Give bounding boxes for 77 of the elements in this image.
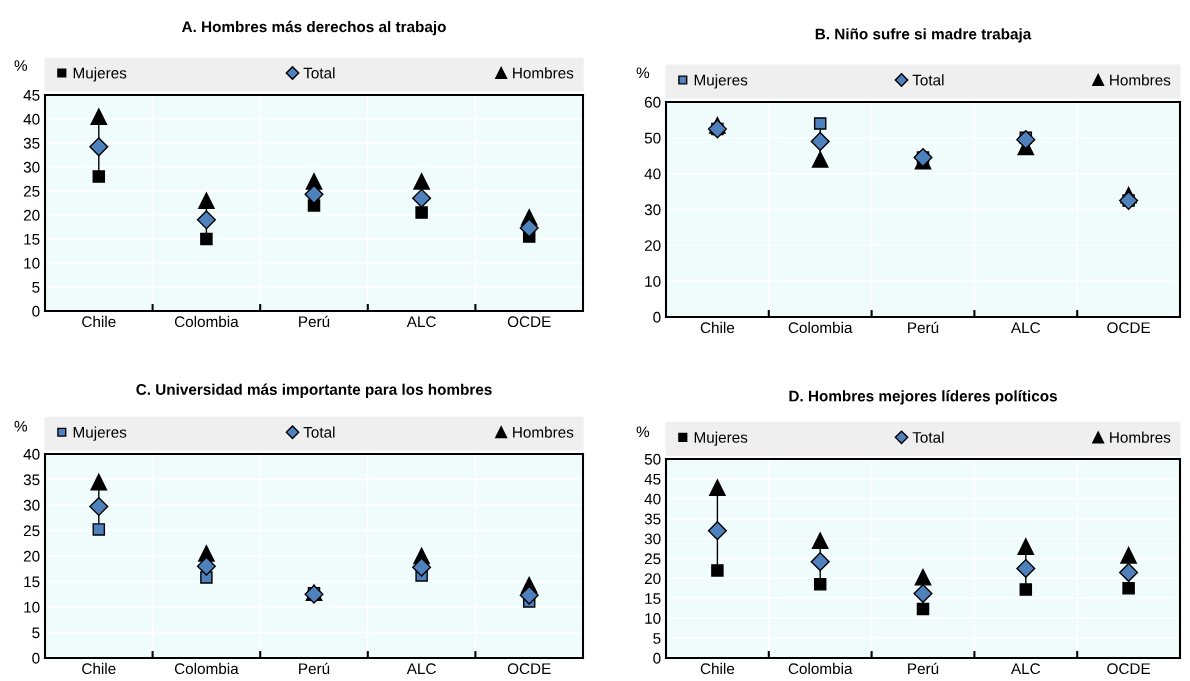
y-tick-label: 20 xyxy=(644,573,661,585)
chart-title: B. Niño sufre si madre trabaja xyxy=(815,28,1032,43)
y-tick-label: 45 xyxy=(644,473,661,485)
y-tick-label: 40 xyxy=(644,493,661,505)
y-tick-label: 60 xyxy=(644,96,661,108)
y-tick-label: 5 xyxy=(32,282,40,293)
legend-label: Mujeres xyxy=(73,67,127,82)
y-tick-label: 20 xyxy=(644,240,661,252)
x-tick-label: OCDE xyxy=(1107,322,1151,334)
y-tick-label: 15 xyxy=(24,576,40,588)
legend-label: Hombres xyxy=(1110,431,1171,443)
x-tick-label: Colombia xyxy=(788,662,853,675)
y-tick-label: 35 xyxy=(644,513,661,525)
y-tick-label: 5 xyxy=(32,627,40,639)
y-axis-title: % xyxy=(636,67,650,79)
y-tick-label: 0 xyxy=(653,652,661,664)
x-tick-label: OCDE xyxy=(1107,663,1151,675)
x-tick-label: ALC xyxy=(1010,322,1041,334)
legend-label: Hombres xyxy=(1110,74,1171,86)
y-tick-label: 30 xyxy=(644,204,661,216)
y-tick-label: 30 xyxy=(644,533,661,545)
legend-label: Hombres xyxy=(513,426,574,438)
y-tick-label: 10 xyxy=(645,613,661,624)
x-tick-label: Colombia xyxy=(788,321,853,334)
y-tick-label: 20 xyxy=(23,209,40,221)
y-tick-label: 50 xyxy=(644,453,661,465)
x-tick-label: OCDE xyxy=(507,663,551,675)
y-tick-label: 10 xyxy=(645,276,661,287)
y-tick-label: 35 xyxy=(23,474,40,486)
y-tick-label: 15 xyxy=(24,234,40,245)
y-tick-label: 30 xyxy=(23,161,40,173)
y-tick-label: 0 xyxy=(32,652,40,664)
legend-label: Total xyxy=(912,74,944,86)
x-tick-label: Perú xyxy=(299,662,330,675)
x-tick-label: Colombia xyxy=(174,662,239,675)
legend-label: Mujeres xyxy=(694,74,748,89)
y-tick-label: 40 xyxy=(23,113,40,125)
y-tick-label: 45 xyxy=(23,90,40,101)
y-axis-title: % xyxy=(636,426,650,438)
legend-label: Total xyxy=(912,431,944,443)
chart-title: C. Universidad más importante para los hombres xyxy=(136,383,492,398)
y-tick-label: 40 xyxy=(644,168,661,180)
y-tick-label: 5 xyxy=(653,633,661,644)
legend-label: Hombres xyxy=(513,67,574,79)
x-tick-label: Chile xyxy=(700,321,735,334)
x-tick-label: Colombia xyxy=(174,315,239,328)
y-axis-title: % xyxy=(14,60,28,71)
y-tick-label: 35 xyxy=(23,137,40,149)
x-tick-label: Chile xyxy=(700,662,735,675)
x-tick-label: Chile xyxy=(82,315,116,328)
x-tick-label: ALC xyxy=(406,663,436,675)
y-tick-label: 0 xyxy=(653,311,661,323)
y-tick-label: 10 xyxy=(24,257,40,269)
y-tick-label: 25 xyxy=(644,553,661,565)
y-tick-label: 50 xyxy=(644,132,661,144)
y-tick-label: 25 xyxy=(23,525,40,537)
legend-label: Total xyxy=(303,67,335,79)
y-tick-label: 10 xyxy=(24,601,40,613)
legend-label: Mujeres xyxy=(694,431,748,446)
x-tick-label: ALC xyxy=(1010,663,1041,675)
x-tick-label: Perú xyxy=(908,321,939,334)
y-tick-label: 40 xyxy=(23,448,40,460)
chart-title: D. Hombres mejores líderes políticos xyxy=(789,390,1057,405)
y-tick-label: 0 xyxy=(32,305,40,317)
x-tick-label: ALC xyxy=(406,316,436,328)
x-tick-label: OCDE xyxy=(507,316,551,328)
x-tick-label: Perú xyxy=(908,662,939,675)
x-tick-label: Chile xyxy=(82,662,116,675)
y-tick-label: 20 xyxy=(23,550,40,562)
chart-title: A. Hombres más derechos al trabajo xyxy=(181,20,446,36)
y-axis-title: % xyxy=(14,420,28,432)
legend-label: Mujeres xyxy=(73,426,127,441)
y-tick-label: 30 xyxy=(23,499,40,511)
legend-label: Total xyxy=(303,426,335,438)
y-tick-label: 25 xyxy=(23,185,40,197)
y-tick-label: 15 xyxy=(645,593,661,604)
x-tick-label: Perú xyxy=(299,315,330,328)
